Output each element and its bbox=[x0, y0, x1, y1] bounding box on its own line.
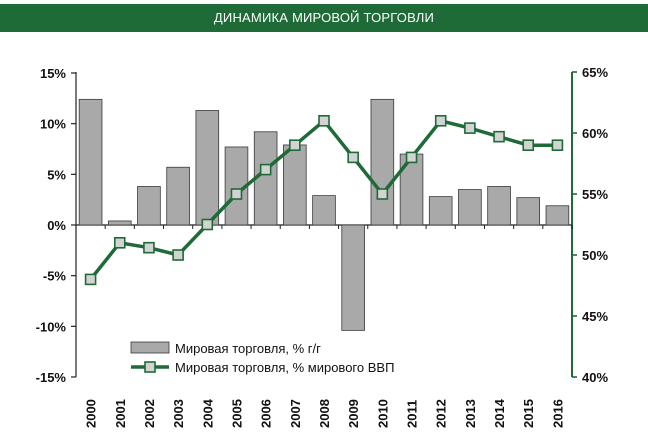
right-tick-label: 60% bbox=[582, 126, 608, 141]
chart-title: ДИНАМИКА МИРОВОЙ ТОРГОВЛИ bbox=[0, 4, 648, 32]
right-tick-label: 40% bbox=[582, 370, 608, 385]
left-tick-label: -10% bbox=[36, 319, 67, 334]
left-tick-label: 5% bbox=[47, 167, 66, 182]
bar-2004 bbox=[195, 110, 220, 226]
x-tick-label: 2009 bbox=[346, 399, 361, 428]
line-point-2003 bbox=[172, 249, 184, 261]
line-point-2012 bbox=[434, 115, 447, 127]
x-tick-label: 2014 bbox=[492, 398, 507, 428]
right-tick-label: 45% bbox=[582, 309, 608, 324]
left-tick-label: -15% bbox=[36, 370, 67, 385]
line-point-2000 bbox=[84, 273, 97, 286]
x-tick-label: 2012 bbox=[434, 399, 449, 428]
line-point-2008 bbox=[318, 115, 330, 127]
right-tick-label: 55% bbox=[582, 187, 608, 202]
line-point-2013 bbox=[464, 122, 476, 134]
line-point-2015 bbox=[522, 139, 535, 151]
bar-2003 bbox=[166, 166, 190, 226]
bar-2016 bbox=[545, 205, 570, 226]
line-point-2014 bbox=[493, 130, 505, 143]
x-tick-label: 2007 bbox=[288, 399, 303, 428]
legend-label-line: Мировая торговля, % мирового ВВП bbox=[175, 360, 394, 375]
bar-2013 bbox=[458, 189, 482, 226]
line-point-2002 bbox=[143, 241, 155, 254]
x-tick-label: 2011 bbox=[405, 400, 420, 428]
bar-2000 bbox=[78, 98, 103, 226]
line-point-2011 bbox=[405, 151, 418, 164]
legend-swatch-bar bbox=[130, 341, 170, 354]
bar-2012 bbox=[428, 196, 453, 226]
x-tick-label: 2006 bbox=[259, 399, 274, 428]
bar-2010 bbox=[370, 98, 395, 226]
bar-2008 bbox=[312, 195, 336, 226]
right-tick-label: 65% bbox=[582, 65, 608, 80]
line-point-2005 bbox=[230, 188, 243, 200]
x-tick-label: 2004 bbox=[200, 398, 215, 428]
line-point-2009 bbox=[347, 151, 359, 164]
bar-2014 bbox=[487, 186, 511, 226]
left-tick-label: -5% bbox=[43, 269, 67, 284]
left-tick-label: 15% bbox=[40, 66, 66, 81]
line-point-2016 bbox=[551, 139, 564, 151]
legend-swatch-marker bbox=[144, 361, 156, 373]
line-point-2001 bbox=[113, 237, 126, 249]
legend-label-bar: Мировая торговля, % г/г bbox=[175, 341, 321, 356]
bar-2002 bbox=[137, 186, 161, 226]
x-tick-label: 2016 bbox=[550, 399, 565, 428]
left-tick-label: 0% bbox=[47, 218, 66, 233]
x-tick-label: 2000 bbox=[84, 399, 99, 428]
bar-2015 bbox=[516, 197, 541, 226]
x-tick-label: 2002 bbox=[142, 399, 157, 428]
x-tick-label: 2003 bbox=[171, 399, 186, 428]
x-tick-label: 2010 bbox=[375, 399, 390, 428]
right-tick-label: 50% bbox=[582, 248, 608, 263]
line-point-2007 bbox=[289, 139, 301, 151]
bar-2009 bbox=[341, 224, 365, 331]
x-tick-label: 2013 bbox=[463, 399, 478, 428]
bar-2007 bbox=[283, 144, 307, 226]
x-tick-label: 2001 bbox=[113, 399, 128, 428]
x-tick-label: 2005 bbox=[229, 399, 244, 428]
x-tick-label: 2015 bbox=[521, 399, 536, 428]
line-point-2006 bbox=[259, 163, 272, 176]
left-tick-label: 10% bbox=[40, 117, 66, 132]
x-tick-label: 2008 bbox=[317, 399, 332, 428]
line-point-2004 bbox=[201, 218, 214, 231]
line-point-2010 bbox=[376, 188, 389, 200]
bar-2001 bbox=[107, 220, 132, 226]
